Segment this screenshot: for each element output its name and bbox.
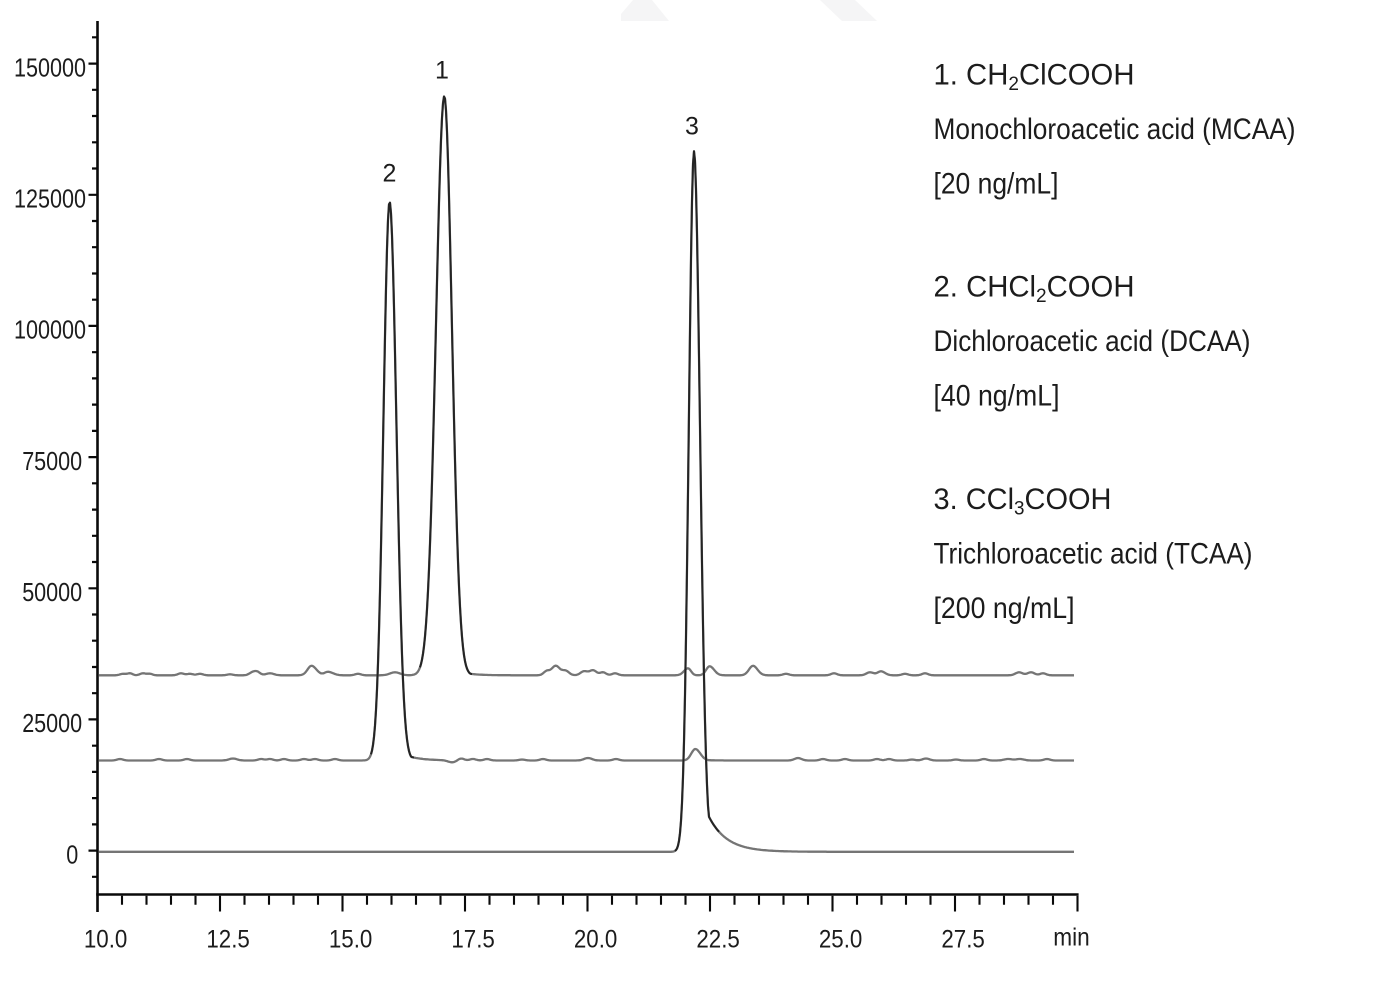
svg-text:27.5: 27.5 <box>941 925 985 953</box>
svg-text:3: 3 <box>685 113 699 141</box>
svg-text:2. CHCl2COOH: 2. CHCl2COOH <box>934 271 1135 308</box>
svg-text:25.0: 25.0 <box>819 925 863 953</box>
svg-text:75000: 75000 <box>22 448 82 476</box>
svg-text:[200 ng/mL]: [200 ng/mL] <box>934 592 1075 625</box>
svg-text:10.0: 10.0 <box>84 925 128 953</box>
svg-text:20.0: 20.0 <box>574 925 618 953</box>
svg-text:1. CH2ClCOOH: 1. CH2ClCOOH <box>934 59 1135 96</box>
svg-text:Trichloroacetic acid (TCAA): Trichloroacetic acid (TCAA) <box>934 537 1253 570</box>
svg-text:22.5: 22.5 <box>696 925 740 953</box>
svg-text:100000: 100000 <box>14 317 86 345</box>
svg-text:12.5: 12.5 <box>206 925 250 953</box>
svg-text:1: 1 <box>435 57 449 85</box>
svg-text:min: min <box>1053 924 1090 952</box>
svg-text:[40 ng/mL]: [40 ng/mL] <box>934 380 1060 413</box>
svg-text:[20 ng/mL]: [20 ng/mL] <box>934 168 1059 201</box>
svg-text:0: 0 <box>66 841 78 869</box>
svg-text:25000: 25000 <box>22 710 82 738</box>
svg-text:150000: 150000 <box>14 54 86 82</box>
svg-text:17.5: 17.5 <box>451 925 495 953</box>
svg-text:Monochloroacetic acid (MCAA): Monochloroacetic acid (MCAA) <box>934 113 1296 146</box>
svg-text:50000: 50000 <box>22 579 82 607</box>
svg-text:2: 2 <box>383 159 397 187</box>
svg-text:125000: 125000 <box>14 186 86 214</box>
svg-text:15.0: 15.0 <box>329 925 373 953</box>
svg-text:Dichloroacetic acid (DCAA): Dichloroacetic acid (DCAA) <box>934 325 1251 358</box>
